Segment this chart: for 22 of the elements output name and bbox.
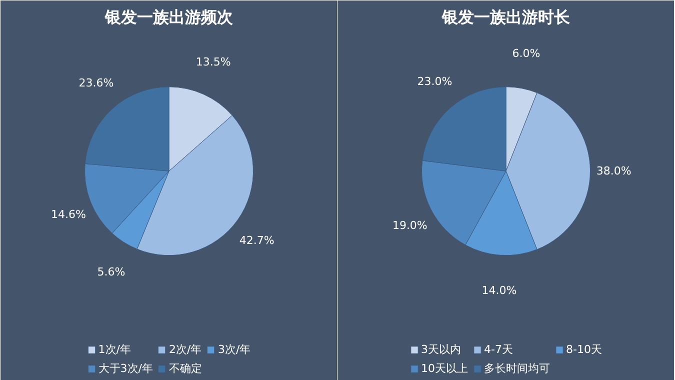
data-label: 5.6%: [97, 266, 126, 279]
legend-label: 1次/年: [98, 342, 131, 357]
data-label: 38.0%: [596, 164, 632, 178]
legend-label: 10天以上: [421, 361, 468, 376]
data-label: 23.0%: [417, 74, 452, 88]
legend-label: 多长时间均可: [484, 361, 550, 376]
legend-label: 3天以内: [421, 342, 462, 357]
data-label: 14.0%: [482, 284, 517, 298]
legend-label: 2次/年: [169, 342, 202, 357]
chart-title: 银发一族出游时长: [441, 8, 571, 26]
data-label: 14.6%: [51, 208, 86, 221]
legend-label: 3次/年: [218, 342, 251, 357]
legend-label: 不确定: [169, 361, 202, 376]
data-label: 6.0%: [512, 47, 540, 60]
legend-label: 4-7天: [484, 342, 513, 357]
data-label: 19.0%: [392, 218, 428, 232]
legend-label: 8-10天: [566, 342, 602, 357]
chart-title: 银发一族出游频次: [104, 8, 234, 26]
legend-label: 大于3次/年: [98, 361, 153, 376]
data-label: 42.7%: [239, 234, 274, 248]
data-label: 13.5%: [196, 56, 231, 69]
data-label: 23.6%: [78, 76, 114, 90]
